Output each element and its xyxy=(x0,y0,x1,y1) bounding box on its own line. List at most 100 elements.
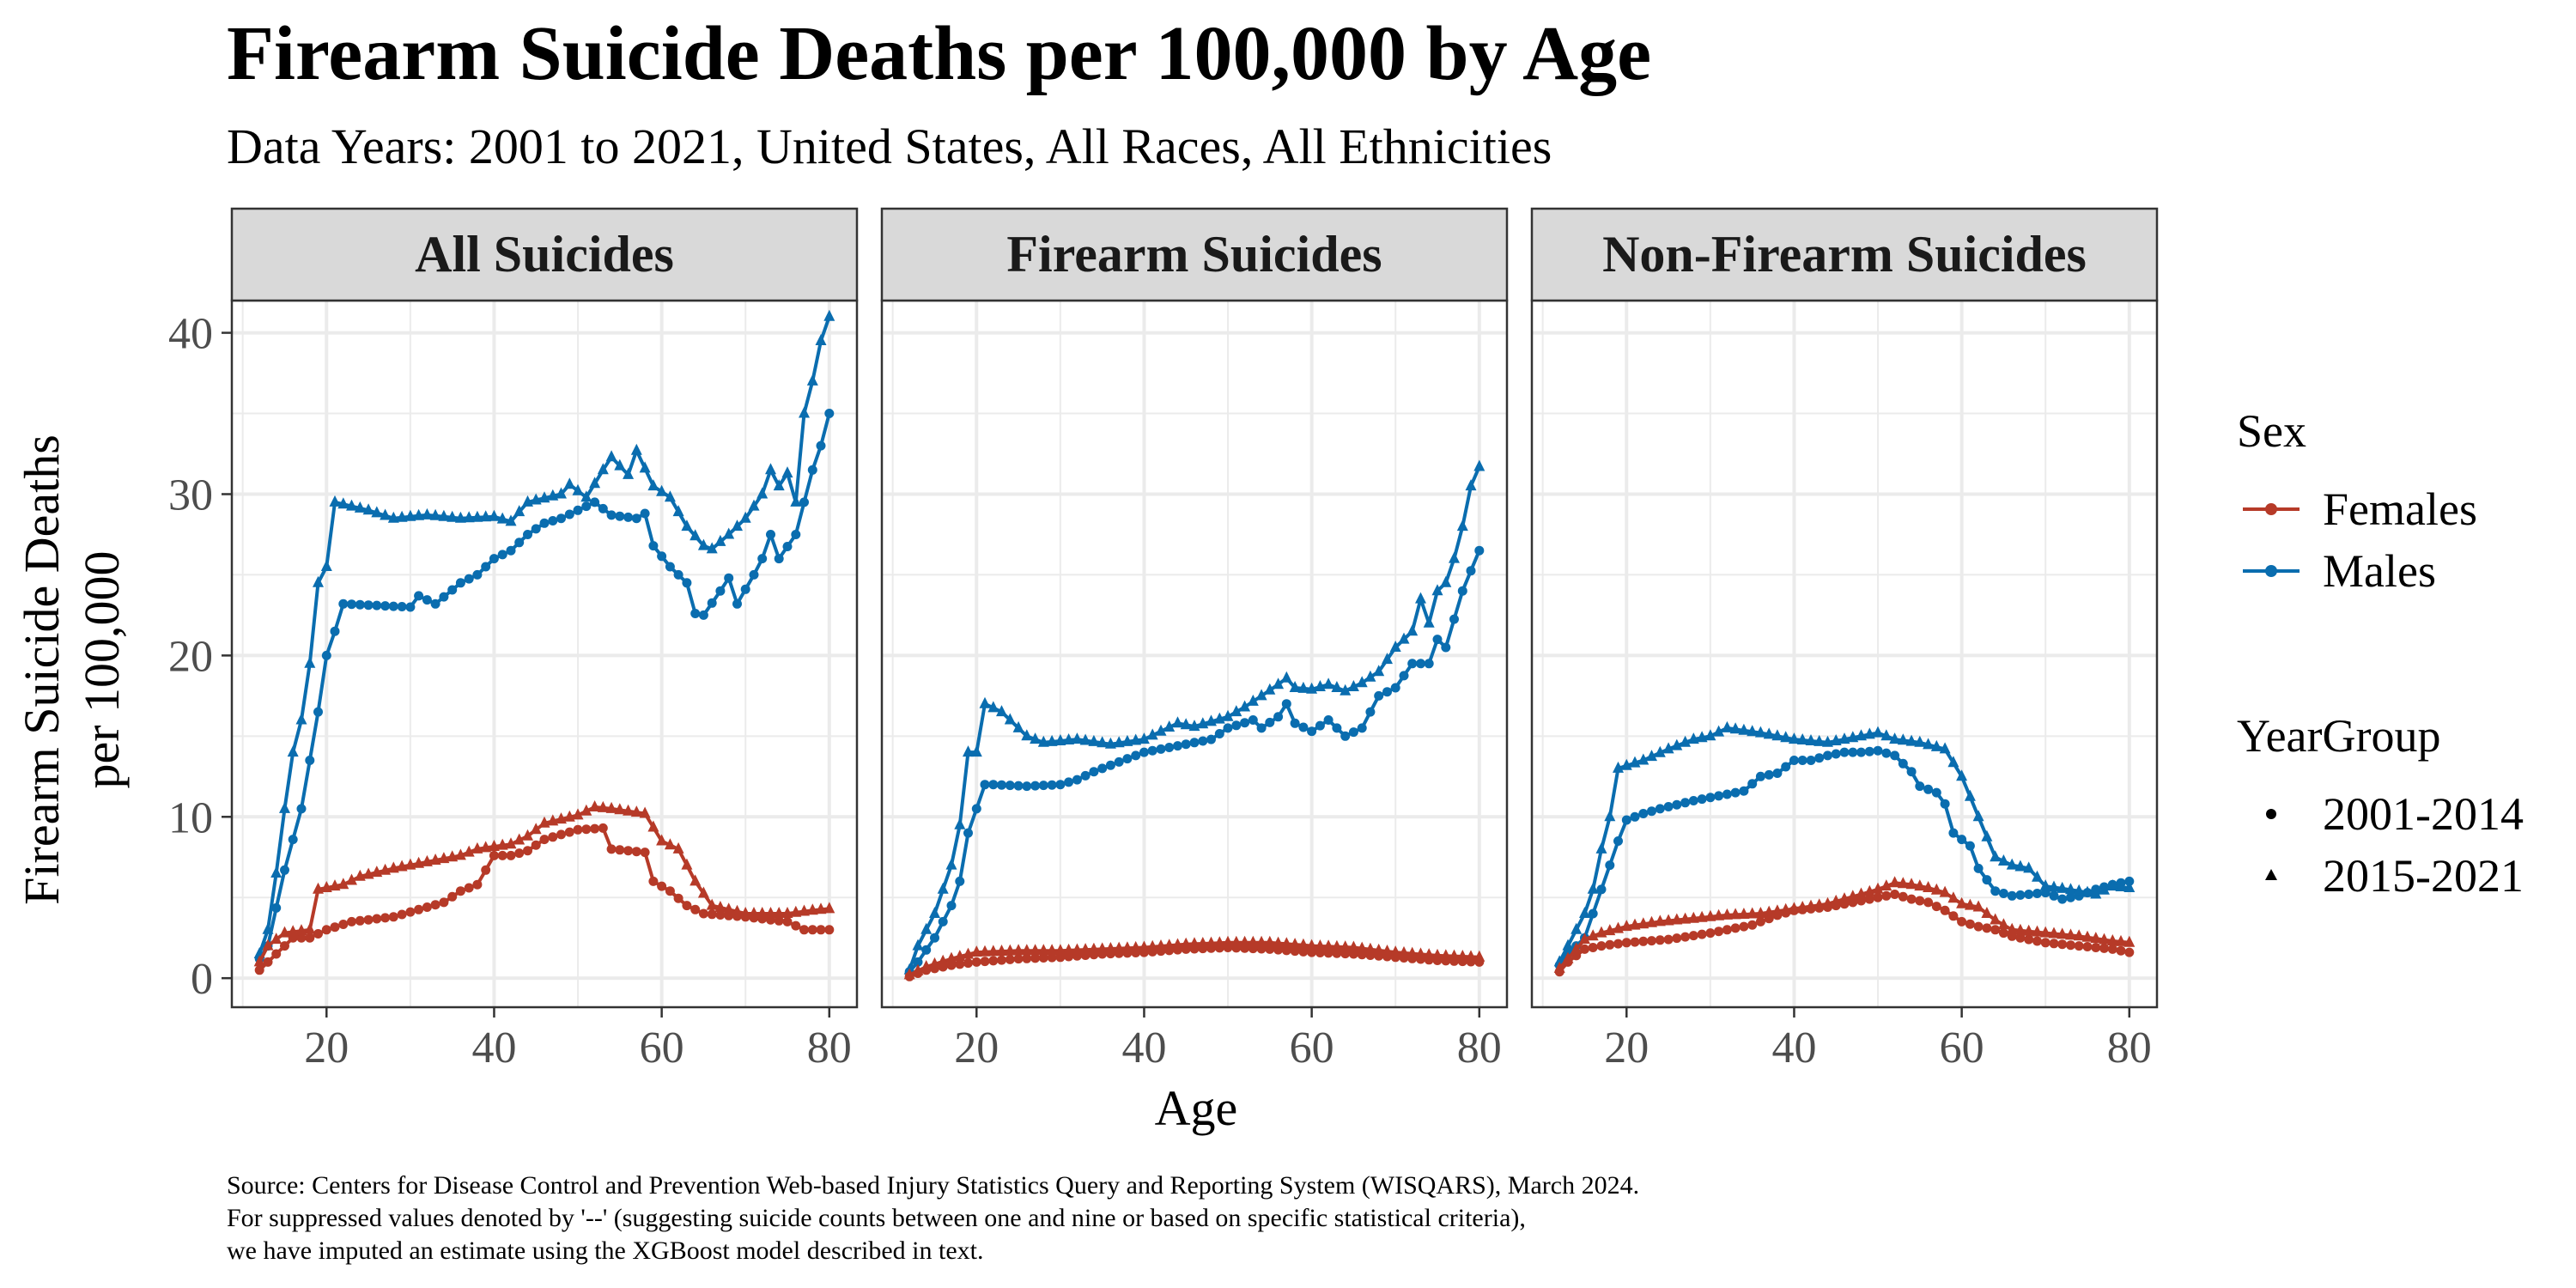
facet-strip-label: Non-Firearm Suicides xyxy=(1602,226,2087,283)
data-point xyxy=(1047,780,1057,790)
legend-females-swatch-dot xyxy=(2265,503,2277,515)
data-point xyxy=(1646,915,1657,927)
data-point xyxy=(1097,736,1109,748)
data-point xyxy=(589,477,601,489)
data-point xyxy=(1671,913,1683,925)
series-males-2015-2021 xyxy=(1553,720,2136,967)
data-point xyxy=(1605,939,1615,950)
data-point xyxy=(1239,700,1251,712)
data-point xyxy=(1005,954,1015,964)
data-point xyxy=(1240,718,1250,728)
data-point xyxy=(1655,935,1665,945)
data-point xyxy=(1704,909,1716,921)
data-point xyxy=(404,509,416,521)
data-point xyxy=(1456,950,1468,961)
data-point xyxy=(1998,889,2008,898)
data-point xyxy=(295,713,307,725)
data-point xyxy=(1814,753,1825,763)
data-point xyxy=(1005,781,1015,791)
series-females-2015-2021 xyxy=(903,935,1485,980)
data-point xyxy=(1239,935,1251,947)
data-point xyxy=(439,592,449,602)
data-point xyxy=(1063,733,1075,744)
data-point xyxy=(430,900,440,910)
data-point xyxy=(304,656,316,668)
data-point xyxy=(954,817,966,829)
data-point xyxy=(463,511,475,523)
data-point xyxy=(1788,732,1800,744)
data-point xyxy=(1047,952,1057,963)
x-tick-label: 60 xyxy=(1940,1024,1984,1072)
data-point xyxy=(1474,545,1485,556)
data-point xyxy=(421,507,433,519)
data-point xyxy=(1638,809,1649,818)
data-point xyxy=(1206,936,1217,948)
data-point xyxy=(1197,937,1209,948)
data-point xyxy=(313,929,323,939)
data-point xyxy=(489,554,499,564)
data-point xyxy=(397,602,407,611)
data-point xyxy=(1997,854,2009,866)
data-point xyxy=(1121,941,1133,953)
data-point xyxy=(497,850,507,860)
data-point xyxy=(1382,687,1392,697)
data-point xyxy=(1630,937,1640,947)
legend-item-males: Males xyxy=(2243,545,2436,597)
data-point xyxy=(1915,781,1925,792)
y-axis-label-line2: per 100,000 xyxy=(74,550,130,788)
chart-title: Firearm Suicide Deaths per 100,000 by Ag… xyxy=(227,11,1651,96)
data-point xyxy=(1939,885,1951,897)
data-point xyxy=(496,838,508,850)
data-point xyxy=(1156,744,1166,754)
data-point xyxy=(1956,896,1968,908)
data-point xyxy=(1739,786,1749,796)
data-point xyxy=(630,805,642,817)
data-point xyxy=(539,518,550,528)
data-point xyxy=(1356,676,1368,688)
data-point xyxy=(2048,927,2060,939)
data-point xyxy=(963,828,973,838)
data-point xyxy=(1856,729,1867,741)
data-point xyxy=(1021,729,1033,741)
data-point xyxy=(997,780,1006,790)
data-point xyxy=(1079,733,1091,745)
data-point xyxy=(1620,920,1632,932)
data-point xyxy=(1930,739,1942,751)
data-point xyxy=(598,823,608,833)
data-point xyxy=(605,450,617,462)
data-point xyxy=(2015,890,2026,900)
data-point xyxy=(1230,705,1242,717)
legend-triangle-marker xyxy=(2265,869,2277,880)
data-point xyxy=(1281,699,1291,709)
data-point xyxy=(1030,732,1042,744)
data-point xyxy=(799,925,809,935)
data-point xyxy=(1680,798,1691,808)
data-point xyxy=(623,804,635,816)
data-point xyxy=(1722,789,1732,799)
data-point xyxy=(1605,860,1615,871)
y-tick-label: 40 xyxy=(168,310,213,359)
data-point xyxy=(1347,680,1359,691)
data-point xyxy=(489,850,499,860)
data-point xyxy=(1038,781,1048,791)
data-point xyxy=(523,846,532,856)
data-point xyxy=(971,804,981,814)
data-point xyxy=(1981,829,1993,841)
data-point xyxy=(1348,727,1358,738)
data-point xyxy=(1432,635,1443,645)
data-point xyxy=(690,874,702,886)
data-point xyxy=(388,601,398,611)
data-point xyxy=(337,497,349,509)
data-point xyxy=(1781,762,1791,772)
data-point xyxy=(1672,933,1682,944)
data-point xyxy=(664,838,676,850)
data-point xyxy=(1981,907,1993,918)
data-point xyxy=(1030,944,1042,956)
data-point xyxy=(2024,934,2034,945)
data-point xyxy=(296,933,307,943)
data-point xyxy=(732,519,743,532)
data-point xyxy=(1198,736,1208,746)
data-point xyxy=(1940,799,1950,809)
data-point xyxy=(732,598,742,609)
data-point xyxy=(547,489,559,501)
